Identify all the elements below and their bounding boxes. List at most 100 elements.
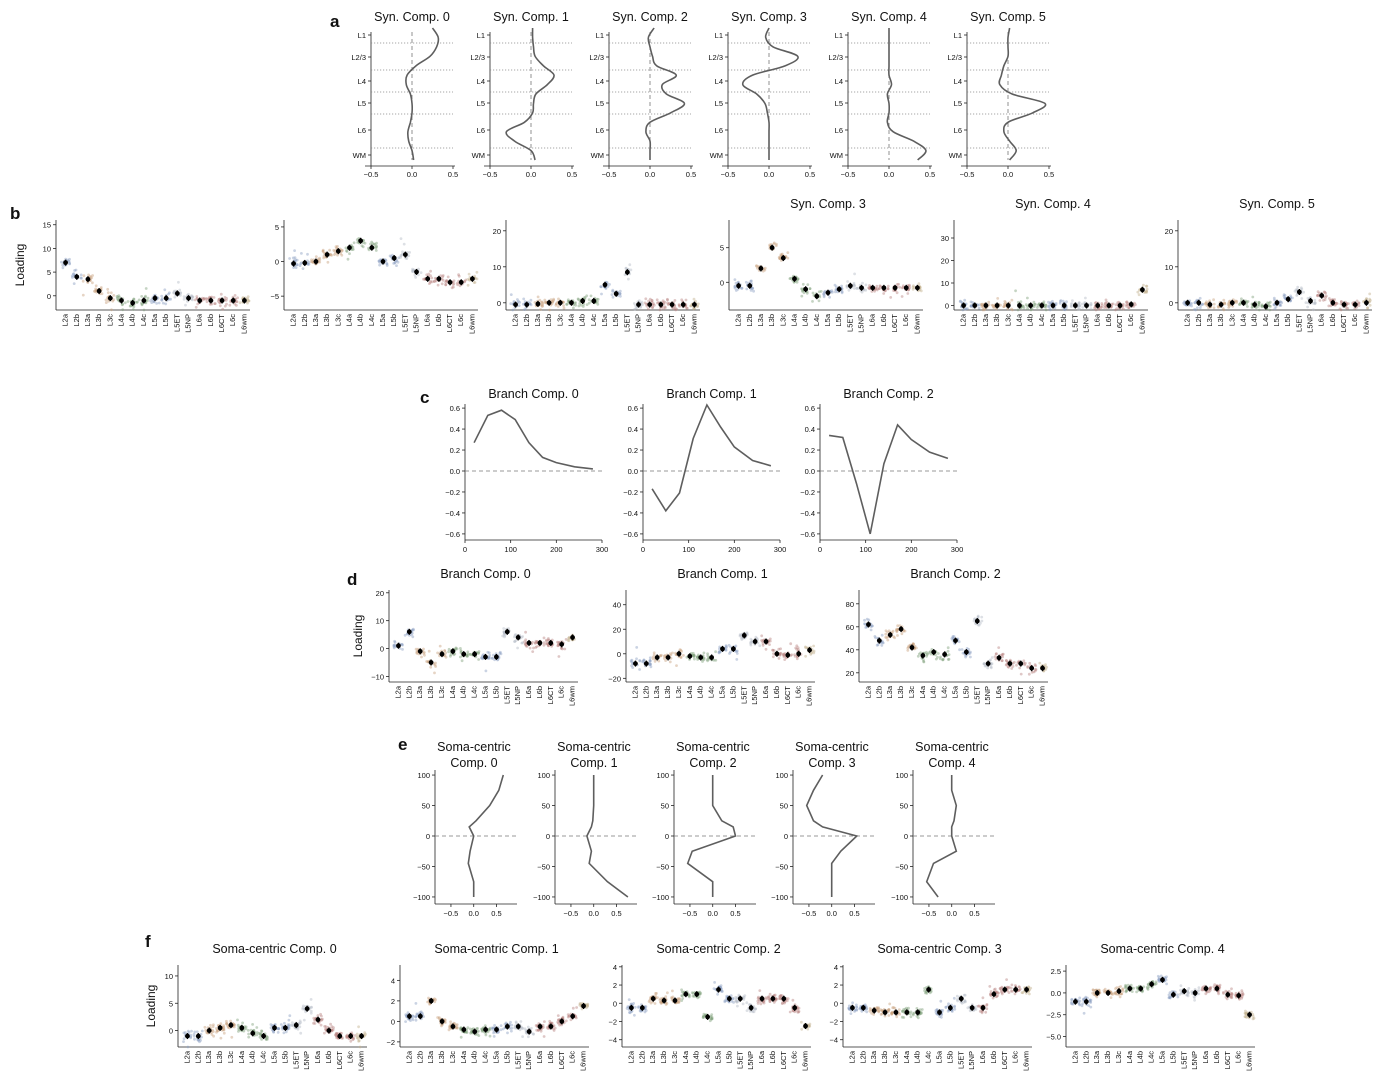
sample-point — [623, 273, 627, 277]
sample-point — [215, 1027, 218, 1030]
mean-marker — [758, 266, 764, 271]
sample-point — [752, 1010, 756, 1014]
sample-point — [1032, 300, 1036, 304]
mean-marker — [402, 252, 408, 258]
category-label: L6CT — [217, 314, 226, 333]
sample-point — [755, 264, 758, 268]
sample-point — [882, 292, 886, 295]
branch-comp-2-profile-line — [828, 423, 949, 535]
sample-point — [974, 1008, 978, 1011]
sample-point — [1306, 305, 1309, 309]
sample-point — [624, 266, 628, 270]
sample-point — [756, 266, 759, 270]
sample-point — [1028, 992, 1031, 996]
sample-point — [1300, 297, 1304, 300]
sample-point — [1023, 663, 1027, 667]
sample-point — [1058, 301, 1062, 305]
sample-point — [953, 1007, 957, 1011]
sample-point — [779, 253, 783, 256]
sample-point — [157, 301, 161, 305]
sample-point — [480, 656, 484, 659]
sample-point — [733, 278, 737, 281]
sample-point — [646, 307, 650, 311]
sample-point — [873, 289, 876, 293]
sample-point — [317, 257, 320, 261]
y-tick-label: 50 — [542, 802, 550, 811]
sample-point — [1198, 306, 1202, 310]
sample-point — [853, 284, 857, 288]
sample-point — [109, 291, 113, 295]
mean-marker — [650, 996, 656, 1002]
sample-point — [960, 648, 964, 651]
category-label: L5a — [1272, 313, 1281, 326]
depth-tick-label: L6 — [358, 126, 366, 135]
sample-point — [1070, 302, 1074, 305]
category-label: L4b — [1026, 314, 1035, 327]
sample-point — [429, 269, 432, 273]
category-label: L6c — [678, 314, 687, 326]
depth-tick-label: L4 — [835, 77, 843, 86]
mean-marker — [219, 298, 225, 303]
sample-point — [969, 300, 973, 304]
x-tick-label: 0.0 — [645, 170, 655, 179]
sample-point — [72, 272, 76, 276]
sample-point — [867, 618, 871, 622]
sample-point — [106, 287, 110, 291]
sample-point — [402, 242, 406, 246]
mean-marker — [230, 298, 236, 303]
sample-point — [788, 277, 792, 280]
sample-point — [91, 274, 94, 277]
sample-point — [212, 1034, 216, 1038]
sample-point — [205, 297, 209, 300]
sample-point — [395, 264, 398, 267]
sample-point — [572, 306, 575, 310]
sample-point — [611, 289, 614, 293]
mean-marker — [958, 996, 964, 1002]
sample-point — [758, 644, 762, 648]
sample-point — [1126, 303, 1130, 307]
sample-point — [322, 256, 326, 260]
y-tick-label: 0.6 — [805, 404, 815, 413]
sample-point — [1268, 308, 1272, 312]
sample-point — [512, 300, 516, 303]
y-tick-label: 0 — [613, 999, 617, 1008]
sample-point — [328, 252, 332, 256]
sample-point — [351, 248, 355, 251]
sample-point — [680, 994, 684, 997]
mean-marker — [1117, 303, 1123, 308]
sample-point — [111, 299, 115, 303]
sample-point — [966, 1006, 970, 1010]
category-label: L5ET — [172, 314, 181, 332]
sample-point — [574, 1016, 578, 1020]
sample-point — [436, 283, 440, 287]
sample-point — [523, 308, 526, 311]
mean-marker — [1229, 300, 1235, 306]
mean-marker — [683, 991, 689, 997]
category-label: L4b — [356, 314, 365, 327]
category-label: L2b — [415, 1051, 424, 1064]
mean-marker — [661, 998, 667, 1003]
sample-point — [425, 660, 428, 663]
sample-point — [229, 1019, 233, 1023]
sample-point — [518, 301, 522, 304]
sample-point — [644, 297, 648, 301]
sample-point — [128, 304, 132, 308]
sample-point — [433, 280, 436, 283]
sample-point — [743, 994, 747, 997]
x-tick-label: −0.5 — [841, 170, 856, 179]
sample-point — [306, 252, 309, 256]
panel-label-a: a — [330, 12, 340, 31]
depth-tick-label: L5 — [358, 99, 366, 108]
category-label: L4b — [692, 1051, 701, 1064]
category-label: L4c — [812, 314, 821, 326]
y-tick-label: −10 — [371, 672, 384, 681]
sample-point — [997, 646, 1001, 649]
mean-marker — [504, 1024, 510, 1029]
sample-point — [1136, 290, 1140, 294]
sample-point — [225, 302, 228, 306]
sample-point — [341, 249, 344, 252]
mean-marker — [359, 1033, 364, 1039]
sample-point — [1022, 659, 1026, 663]
sample-point — [123, 301, 127, 305]
